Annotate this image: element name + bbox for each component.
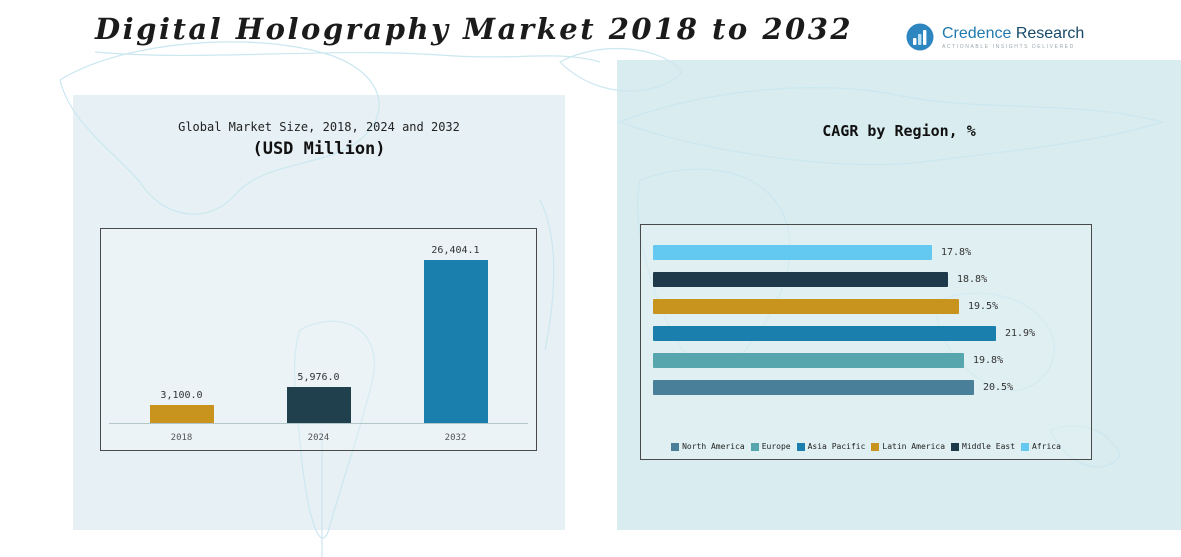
cagr-heading: CAGR by Region, %: [822, 122, 976, 140]
bar-2018: [149, 405, 214, 424]
legend-swatch: [671, 442, 680, 451]
cagr-bar-asia-pacific: [653, 326, 996, 341]
x-tick-2018: 2018: [170, 433, 193, 443]
legend-swatch: [871, 442, 880, 451]
x-tick-2024: 2024: [307, 433, 330, 443]
cagr-value-label: 20.5%: [983, 382, 1014, 393]
legend-swatch: [1021, 442, 1030, 451]
bar-group-2032: 26,404.1: [420, 245, 492, 424]
cagr-row-africa: 17.8%: [653, 239, 1079, 266]
legend-swatch: [796, 442, 805, 451]
legend-label: Africa: [1032, 442, 1061, 451]
market-size-chart: 3,100.0 5,976.0 26,404.1 2018 2024 2032: [100, 228, 537, 451]
cagr-value-label: 18.8%: [957, 274, 988, 285]
cagr-legend: North America Europe Asia Pacific Latin Ame…: [641, 442, 1091, 451]
cagr-bar-latin-america: [653, 299, 959, 314]
cagr-value-label: 19.5%: [968, 301, 999, 312]
bar-group-2024: 5,976.0: [283, 372, 355, 424]
credence-research-logo: Credence Research Actionable Insights De…: [905, 22, 1084, 52]
legend-item-latin-america: Latin America: [871, 442, 945, 451]
legend-label: Asia Pacific: [807, 442, 866, 451]
legend-label: Latin America: [882, 442, 946, 451]
cagr-value-label: 21.9%: [1005, 328, 1036, 339]
logo-name-primary: Credence: [942, 24, 1012, 42]
logo-text: Credence Research Actionable Insights De…: [942, 25, 1084, 50]
cagr-bar-europe: [653, 353, 964, 368]
legend-swatch: [750, 442, 759, 451]
x-tick-2032: 2032: [444, 433, 467, 443]
cagr-chart: 17.8% 18.8% 19.5% 21.9% 19.8% 20.5% North Ame…: [640, 224, 1092, 460]
market-size-heading: Global Market Size, 2018, 2024 and 2032 …: [73, 120, 565, 159]
cagr-value-label: 19.8%: [973, 355, 1004, 366]
hbar-rows: 17.8% 18.8% 19.5% 21.9% 19.8% 20.5%: [653, 239, 1079, 401]
x-axis-line: [109, 423, 528, 424]
bar-2024: [286, 387, 351, 424]
legend-item-africa: Africa: [1021, 442, 1061, 451]
x-axis-labels: 2018 2024 2032: [113, 433, 524, 443]
cagr-row-north-america: 20.5%: [653, 374, 1079, 401]
legend-label: Middle East: [962, 442, 1016, 451]
market-size-subtitle: (USD Million): [252, 139, 386, 159]
cagr-bar-africa: [653, 245, 932, 260]
market-size-title: Global Market Size, 2018, 2024 and 2032: [178, 120, 460, 134]
bar-value-label: 3,100.0: [160, 390, 203, 401]
cagr-value-label: 17.8%: [941, 247, 972, 258]
logo-name-secondary: Research: [1011, 24, 1085, 42]
bar-2032: [423, 260, 488, 424]
page-title: Digital Holography Market 2018 to 2032: [95, 12, 854, 46]
legend-item-asia-pacific: Asia Pacific: [796, 442, 866, 451]
cagr-row-middle-east: 18.8%: [653, 266, 1079, 293]
legend-item-north-america: North America: [671, 442, 745, 451]
bar-value-label: 26,404.1: [431, 245, 480, 256]
bar-group-2018: 3,100.0: [146, 390, 218, 424]
bar-chart-logo-icon: [906, 23, 934, 51]
cagr-row-europe: 19.8%: [653, 347, 1079, 374]
legend-label: North America: [682, 442, 745, 451]
legend-swatch: [951, 442, 960, 451]
legend-label: Europe: [761, 442, 791, 451]
cagr-bar-north-america: [653, 380, 974, 395]
logo-name: Credence Research: [942, 25, 1084, 42]
vbar-area: 3,100.0 5,976.0 26,404.1: [113, 241, 524, 424]
cagr-bar-middle-east: [653, 272, 948, 287]
cagr-row-asia-pacific: 21.9%: [653, 320, 1079, 347]
logo-tagline: Actionable Insights Delivered: [942, 43, 1075, 50]
cagr-row-latin-america: 19.5%: [653, 293, 1079, 320]
legend-item-middle-east: Middle East: [951, 442, 1015, 451]
bar-value-label: 5,976.0: [297, 372, 340, 383]
legend-item-europe: Europe: [750, 442, 791, 451]
